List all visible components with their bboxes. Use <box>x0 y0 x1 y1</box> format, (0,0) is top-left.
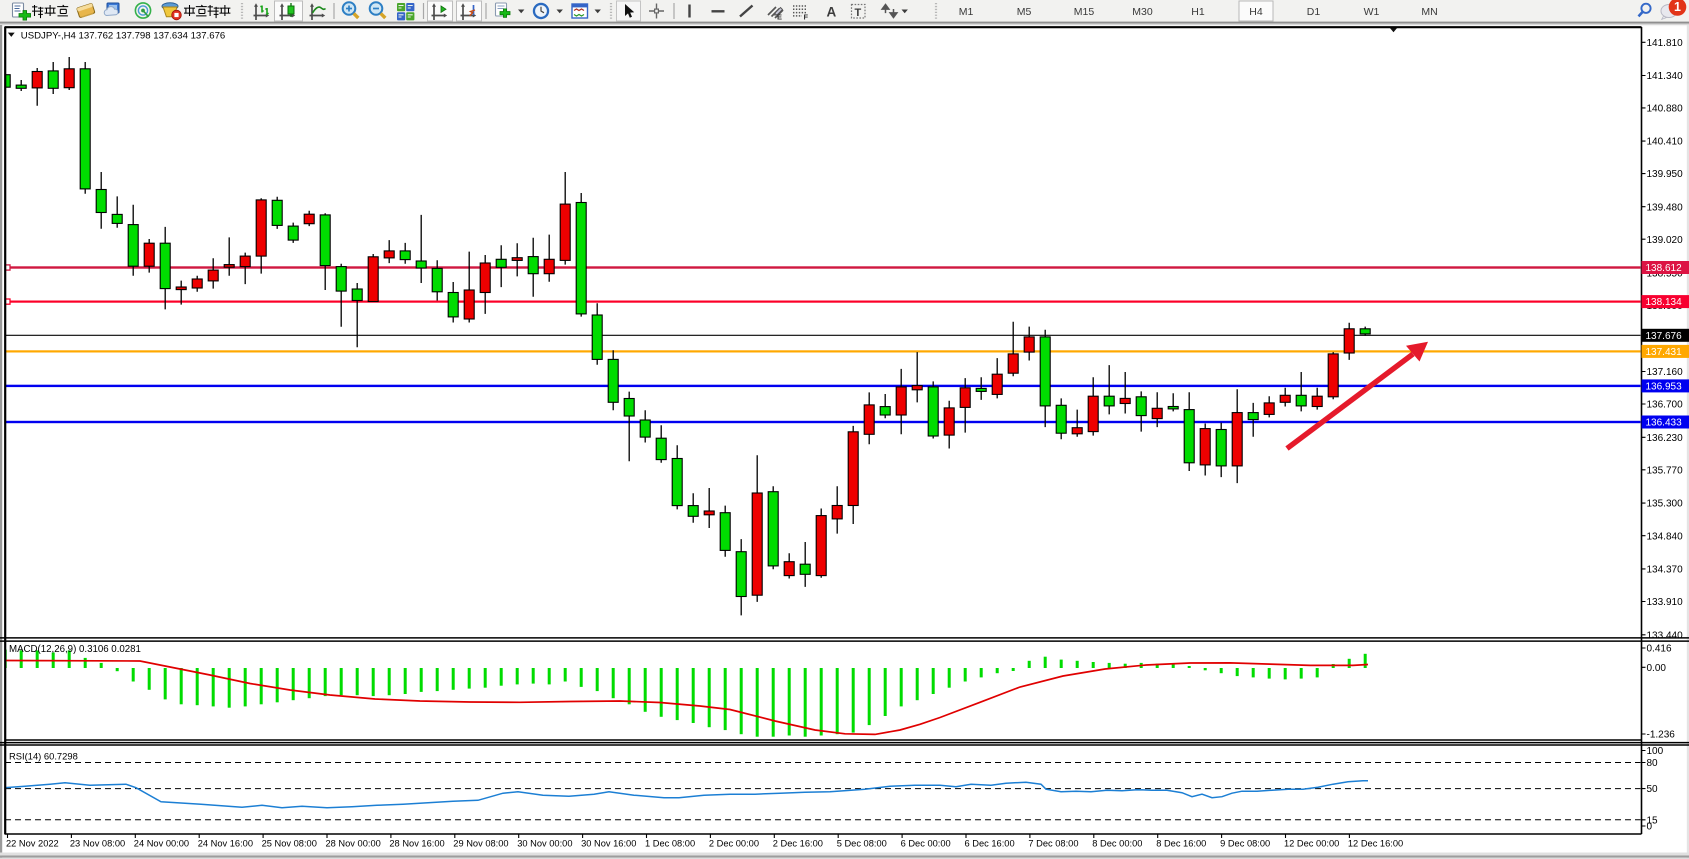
svg-text:134.840: 134.840 <box>1647 531 1684 542</box>
svg-text:2 Dec 00:00: 2 Dec 00:00 <box>709 839 759 849</box>
svg-text:138.550: 138.550 <box>1647 269 1684 280</box>
svg-text:140.880: 140.880 <box>1647 104 1684 115</box>
svg-text:141.810: 141.810 <box>1647 38 1684 49</box>
svg-text:138.134: 138.134 <box>1646 297 1683 308</box>
svg-text:30 Nov 16:00: 30 Nov 16:00 <box>581 839 636 849</box>
svg-text:H4: H4 <box>1249 6 1263 18</box>
svg-text:136.953: 136.953 <box>1646 382 1683 393</box>
svg-text:D1: D1 <box>1307 6 1321 18</box>
svg-text:A: A <box>827 5 837 20</box>
svg-text:22 Nov 2022: 22 Nov 2022 <box>6 839 59 849</box>
svg-text:139.480: 139.480 <box>1647 202 1684 213</box>
svg-text:0.00: 0.00 <box>1647 663 1667 674</box>
svg-text:139.020: 139.020 <box>1647 235 1684 246</box>
svg-text:133.440: 133.440 <box>1647 630 1684 641</box>
svg-text:80: 80 <box>1647 758 1659 769</box>
svg-text:1 Dec 08:00: 1 Dec 08:00 <box>645 839 695 849</box>
svg-text:7 Dec 08:00: 7 Dec 08:00 <box>1028 839 1078 849</box>
svg-text:137.431: 137.431 <box>1646 347 1683 358</box>
svg-text:H1: H1 <box>1191 6 1205 18</box>
svg-text:135.300: 135.300 <box>1647 499 1684 510</box>
svg-text:RSI(14) 60.7298: RSI(14) 60.7298 <box>9 750 78 761</box>
svg-text:25 Nov 08:00: 25 Nov 08:00 <box>262 839 317 849</box>
svg-text:134.370: 134.370 <box>1647 565 1684 576</box>
svg-text:140.410: 140.410 <box>1647 137 1684 148</box>
svg-text:8 Dec 16:00: 8 Dec 16:00 <box>1156 839 1206 849</box>
svg-text:136.700: 136.700 <box>1647 400 1684 411</box>
svg-text:8 Dec 00:00: 8 Dec 00:00 <box>1092 839 1142 849</box>
svg-text:29 Nov 08:00: 29 Nov 08:00 <box>453 839 508 849</box>
svg-text:0.416: 0.416 <box>1647 644 1672 655</box>
svg-text:12 Dec 16:00: 12 Dec 16:00 <box>1348 839 1403 849</box>
svg-text:6 Dec 00:00: 6 Dec 00:00 <box>901 839 951 849</box>
svg-text:2 Dec 16:00: 2 Dec 16:00 <box>773 839 823 849</box>
svg-text:24 Nov 00:00: 24 Nov 00:00 <box>134 839 189 849</box>
svg-text:139.950: 139.950 <box>1647 169 1684 180</box>
svg-text:50: 50 <box>1647 784 1659 795</box>
svg-text:F: F <box>804 13 809 22</box>
svg-text:28 Nov 16:00: 28 Nov 16:00 <box>389 839 444 849</box>
svg-text:30 Nov 00:00: 30 Nov 00:00 <box>517 839 572 849</box>
svg-text:28 Nov 00:00: 28 Nov 00:00 <box>326 839 381 849</box>
svg-text:100: 100 <box>1647 746 1664 757</box>
svg-text:137.676: 137.676 <box>1646 331 1683 342</box>
svg-text:138.612: 138.612 <box>1646 263 1683 274</box>
svg-text:M30: M30 <box>1132 6 1153 18</box>
svg-text:23 Nov 08:00: 23 Nov 08:00 <box>70 839 125 849</box>
svg-text:6 Dec 16:00: 6 Dec 16:00 <box>965 839 1015 849</box>
svg-text:M15: M15 <box>1074 6 1095 18</box>
svg-text:135.770: 135.770 <box>1647 465 1684 476</box>
svg-text:-1.236: -1.236 <box>1647 730 1676 741</box>
svg-text:M5: M5 <box>1017 6 1032 18</box>
svg-text:5 Dec 08:00: 5 Dec 08:00 <box>837 839 887 849</box>
svg-text:M1: M1 <box>959 6 974 18</box>
svg-text:USDJPY-,H4 137.762 137.798 13: USDJPY-,H4 137.762 137.798 137.634 137.6… <box>21 30 225 41</box>
svg-text:E: E <box>777 13 782 22</box>
svg-text:1: 1 <box>1674 0 1681 14</box>
svg-text:W1: W1 <box>1364 6 1380 18</box>
svg-text:141.340: 141.340 <box>1647 71 1684 82</box>
svg-text:12 Dec 00:00: 12 Dec 00:00 <box>1284 839 1339 849</box>
svg-text:137.160: 137.160 <box>1647 367 1684 378</box>
svg-text:0: 0 <box>1647 822 1653 833</box>
svg-text:MACD(12,26,9) 0.3106 0.0281: MACD(12,26,9) 0.3106 0.0281 <box>9 644 141 655</box>
svg-text:9 Dec 08:00: 9 Dec 08:00 <box>1220 839 1270 849</box>
svg-text:133.910: 133.910 <box>1647 597 1684 608</box>
svg-text:T: T <box>855 7 862 19</box>
svg-text:24 Nov 16:00: 24 Nov 16:00 <box>198 839 253 849</box>
svg-text:15: 15 <box>1647 815 1659 826</box>
svg-text:136.230: 136.230 <box>1647 433 1684 444</box>
svg-text:MN: MN <box>1421 6 1437 18</box>
svg-text:136.433: 136.433 <box>1646 418 1683 429</box>
